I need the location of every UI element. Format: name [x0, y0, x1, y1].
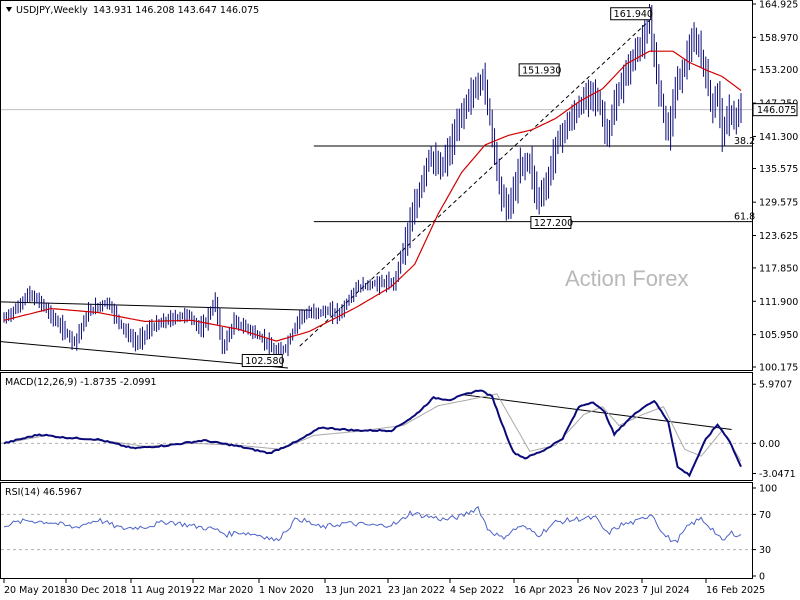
rsi-y-tick-label: 30 [759, 545, 771, 556]
price-y-tick-label: 123.625 [759, 231, 798, 242]
price-y-tick-label: 164.925 [759, 0, 798, 11]
time-axis: 20 May 2018 30 Dec 2018 11 Aug 2019 22 Mar … [3, 579, 765, 596]
price-annotation-label: 127.200 [534, 218, 573, 229]
x-tick-label: 11 Aug 2019 [131, 585, 192, 596]
current-price-box [752, 103, 798, 117]
price-panel: 164.925158.970153.200147.250141.300135.5… [0, 0, 798, 374]
price-y-tick-label: 153.200 [759, 65, 798, 76]
x-tick-label: 16 Feb 2025 [706, 585, 765, 596]
price-y-tick-label: 129.575 [759, 198, 798, 209]
price-annotation-label: 102.580 [245, 356, 284, 367]
rsi-title: RSI(14) 46.5967 [5, 487, 82, 498]
x-tick-label: 1 Nov 2020 [259, 585, 314, 596]
price-panel-frame [0, 0, 753, 371]
price-annotation-box [610, 7, 652, 21]
x-tick-label: 4 Sep 2022 [450, 585, 504, 596]
channel-lower-line [0, 341, 289, 369]
x-tick-label: 16 Apr 2023 [514, 585, 573, 596]
channel-upper-line [0, 301, 312, 311]
ohlc-header: 143.931 146.208 143.647 146.075 [93, 5, 259, 16]
price-annotation-box [518, 63, 560, 77]
price-y-tick-label: 100.175 [759, 363, 798, 374]
macd-panel-frame [0, 372, 753, 481]
rsi-line [3, 505, 742, 544]
rsi-panel-frame [0, 482, 753, 579]
price-annotation-box [241, 354, 283, 368]
price-annotation-label: 161.940 [614, 9, 653, 20]
fib-level-label: 61.8 [734, 212, 755, 223]
price-y-tick-label: 111.900 [759, 297, 798, 308]
triangle-down-icon[interactable] [6, 7, 12, 12]
macd-title: MACD(12,26,9) -1.8735 -2.0991 [5, 377, 157, 388]
rsi-y-tick-label: 70 [759, 510, 771, 521]
x-tick-label: 26 Nov 2023 [578, 585, 639, 596]
x-tick-label: 23 Jan 2022 [388, 585, 445, 596]
watermark: Action Forex [565, 266, 689, 291]
price-annotation-label: 151.930 [522, 65, 561, 76]
macd-y-tick-label: 5.9707 [759, 380, 792, 391]
macd-panel: 5.9707 0.00 -3.0471 [1, 380, 796, 480]
price-y-tick-label: 117.850 [759, 263, 798, 274]
fib-level-label: 38.2 [734, 136, 755, 147]
current-price-label: 146.075 [757, 105, 796, 116]
x-tick-label: 7 Jul 2024 [642, 585, 690, 596]
macd-y-tick-label: 0.00 [759, 439, 780, 450]
price-y-tick-label: 141.300 [759, 132, 798, 143]
x-tick-label: 13 Jun 2021 [325, 585, 382, 596]
price-title: USDJPY,Weekly [16, 5, 88, 16]
price-y-tick-label: 105.950 [759, 330, 798, 341]
price-y-tick-label: 135.575 [759, 164, 798, 175]
rsi-panel: 100 70 30 0 [1, 484, 777, 583]
price-y-tick-label: 158.970 [759, 33, 798, 44]
macd-trendline [463, 394, 732, 430]
rsi-y-tick-label: 100 [759, 484, 777, 495]
macd-line [3, 389, 742, 478]
rsi-y-tick-label: 0 [759, 572, 765, 583]
moving-average-line [3, 50, 742, 342]
x-tick-label: 30 Dec 2018 [66, 585, 127, 596]
price-annotation-box [530, 215, 572, 229]
macd-signal-line [3, 393, 742, 462]
uptrend-dashed-line [299, 20, 650, 347]
x-tick-label: 20 May 2018 [4, 585, 66, 596]
x-tick-label: 22 Mar 2020 [193, 585, 253, 596]
macd-y-tick-label: -3.0471 [759, 469, 796, 480]
